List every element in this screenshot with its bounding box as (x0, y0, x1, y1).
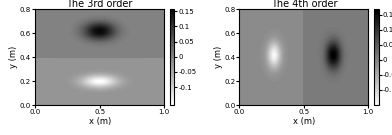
X-axis label: x (m): x (m) (89, 117, 111, 126)
Y-axis label: y (m): y (m) (9, 46, 18, 68)
Title: The 4th order: The 4th order (270, 0, 337, 9)
X-axis label: x (m): x (m) (293, 117, 315, 126)
Y-axis label: y (m): y (m) (214, 46, 223, 68)
Title: The 3rd order: The 3rd order (66, 0, 133, 9)
